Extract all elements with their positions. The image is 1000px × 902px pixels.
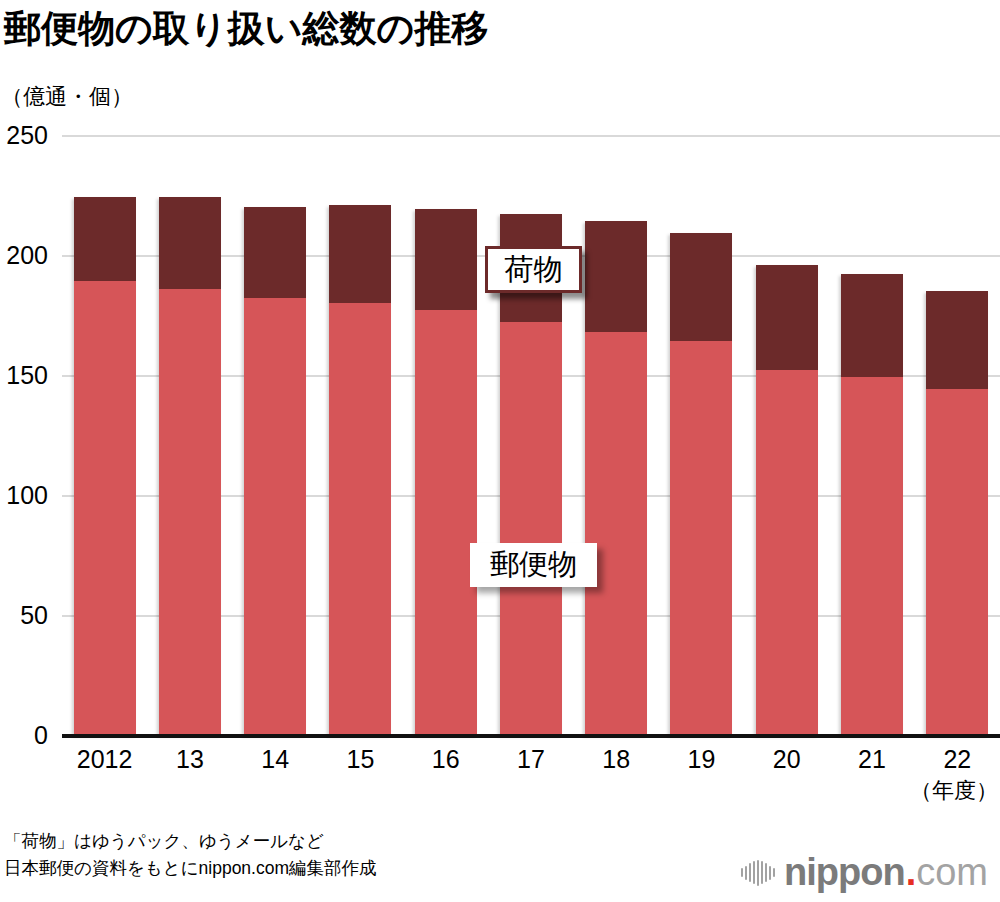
bar-segment-mail-2012 [74, 281, 136, 735]
bar-segment-mail-19 [670, 341, 732, 735]
bar-slot-16 [403, 135, 488, 735]
bar-segment-parcel-16 [415, 209, 477, 310]
logo-brand-text: nippon [784, 851, 905, 894]
y-tick-label-100: 100 [0, 482, 48, 508]
x-tick-label-15: 15 [318, 744, 403, 774]
stacked-bar-18 [585, 221, 647, 735]
bar-segment-mail-20 [756, 370, 818, 735]
x-axis-unit-label: （年度） [910, 776, 998, 806]
stacked-bar-14 [244, 207, 306, 735]
bars-row [62, 135, 1000, 735]
bar-slot-15 [318, 135, 403, 735]
x-tick-label-22: 22 [915, 744, 1000, 774]
plot-area [62, 135, 1000, 735]
x-tick-label-21: 21 [829, 744, 914, 774]
source-note: 「荷物」はゆうパック、ゆうメールなど 日本郵便の資料をもとにnippon.com… [4, 828, 377, 882]
x-tick-label-19: 19 [659, 744, 744, 774]
stacked-bar-15 [329, 205, 391, 735]
x-axis-tick-labels: 201213141516171819202122 [62, 744, 1000, 774]
y-tick-label-150: 150 [0, 362, 48, 388]
bar-slot-19 [659, 135, 744, 735]
stacked-bar-19 [670, 233, 732, 735]
logo-tld-text: com [916, 851, 988, 894]
bar-slot-22 [915, 135, 1000, 735]
nippon-com-logo-text: nippon . com [784, 851, 988, 894]
bar-segment-mail-16 [415, 310, 477, 735]
bar-segment-parcel-15 [329, 205, 391, 303]
bar-slot-17 [488, 135, 573, 735]
series-label-mail: 郵便物 [470, 543, 597, 587]
bar-segment-parcel-14 [244, 207, 306, 298]
x-tick-label-20: 20 [744, 744, 829, 774]
bar-segment-mail-15 [329, 303, 391, 735]
bar-segment-mail-14 [244, 298, 306, 735]
logo-red-dot: . [906, 851, 916, 894]
y-tick-label-250: 250 [0, 122, 48, 148]
bar-segment-parcel-13 [159, 197, 221, 288]
infographic-canvas: 郵便物の取り扱い総数の推移 （億通・個） 050100150200250 201… [0, 0, 1000, 902]
bar-slot-20 [744, 135, 829, 735]
bar-segment-parcel-2012 [74, 197, 136, 281]
bar-segment-mail-22 [926, 389, 988, 735]
x-tick-label-2012: 2012 [62, 744, 147, 774]
bar-segment-parcel-18 [585, 221, 647, 331]
bar-slot-13 [147, 135, 232, 735]
y-tick-label-0: 0 [0, 722, 48, 748]
stacked-bar-16 [415, 209, 477, 735]
chart-title: 郵便物の取り扱い総数の推移 [4, 4, 488, 54]
bar-segment-parcel-20 [756, 265, 818, 371]
bar-segment-mail-21 [841, 377, 903, 735]
x-tick-label-16: 16 [403, 744, 488, 774]
y-axis-unit-label: （億通・個） [1, 82, 133, 112]
bar-segment-parcel-19 [670, 233, 732, 341]
x-tick-label-17: 17 [488, 744, 573, 774]
stacked-bar-22 [926, 291, 988, 735]
y-tick-label-50: 50 [0, 602, 48, 628]
bar-segment-mail-18 [585, 332, 647, 735]
y-tick-label-200: 200 [0, 242, 48, 268]
bar-segment-mail-17 [500, 322, 562, 735]
bar-segment-mail-13 [159, 289, 221, 735]
nippon-com-logo-mark-icon [741, 860, 776, 886]
series-label-parcel-text: 荷物 [505, 250, 563, 290]
stacked-bar-20 [756, 265, 818, 735]
bar-slot-21 [829, 135, 914, 735]
x-tick-label-13: 13 [147, 744, 232, 774]
stacked-bar-13 [159, 197, 221, 735]
source-note-line2: 日本郵便の資料をもとにnippon.com編集部作成 [4, 855, 377, 882]
series-label-mail-text: 郵便物 [490, 545, 577, 585]
bar-slot-14 [233, 135, 318, 735]
bar-slot-18 [574, 135, 659, 735]
bar-segment-parcel-21 [841, 274, 903, 377]
stacked-bar-21 [841, 274, 903, 735]
x-tick-label-18: 18 [574, 744, 659, 774]
source-note-line1: 「荷物」はゆうパック、ゆうメールなど [4, 828, 377, 855]
bar-segment-parcel-22 [926, 291, 988, 389]
nippon-com-logo: nippon . com [741, 851, 988, 894]
stacked-bar-2012 [74, 197, 136, 735]
series-label-parcel: 荷物 [485, 246, 582, 293]
bar-slot-2012 [62, 135, 147, 735]
x-tick-label-14: 14 [233, 744, 318, 774]
x-axis-baseline [62, 734, 1000, 738]
